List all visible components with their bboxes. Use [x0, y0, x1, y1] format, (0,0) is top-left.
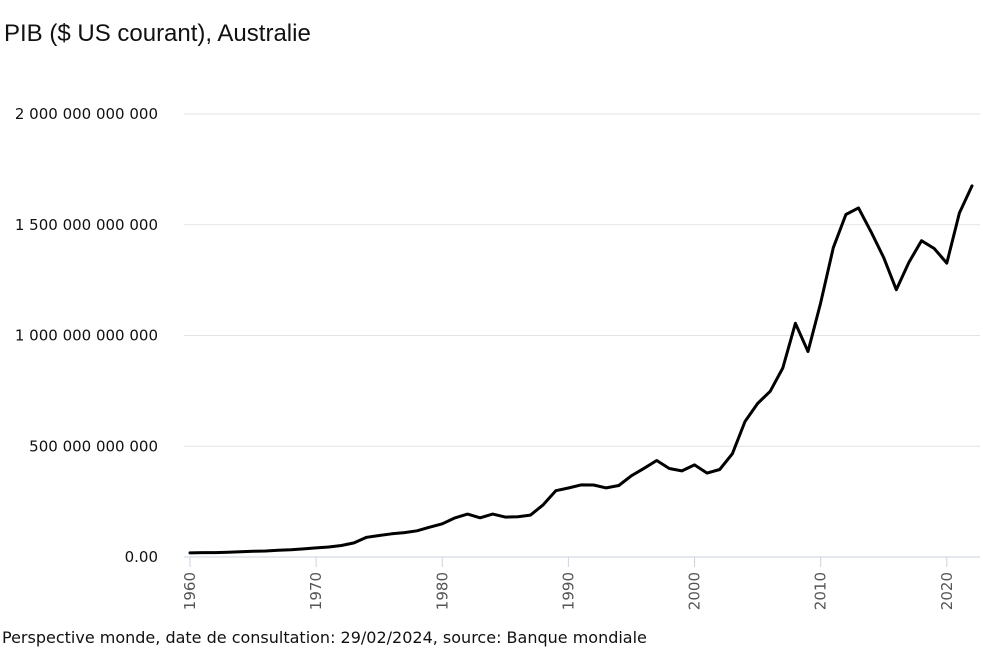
x-tick-label: 1960 [181, 572, 199, 610]
data-point [640, 464, 648, 472]
data-point [552, 487, 560, 495]
data-point [791, 319, 799, 327]
data-point [249, 547, 257, 555]
data-point [867, 228, 875, 236]
data-point [413, 527, 421, 535]
data-point [514, 513, 522, 521]
x-axis: 1960 1970 1980 1990 2000 2010 2020 [181, 556, 980, 610]
data-point [262, 547, 270, 555]
x-tick-label: 2020 [938, 572, 956, 610]
data-point [375, 531, 383, 539]
data-point [892, 286, 900, 294]
x-tick-label: 1970 [307, 572, 325, 610]
data-point [615, 481, 623, 489]
data-point [451, 514, 459, 522]
x-tick-label: 2010 [812, 572, 830, 610]
x-tick-label: 1990 [559, 572, 577, 610]
data-point [918, 237, 926, 245]
data-point [968, 182, 976, 190]
data-point [930, 245, 938, 253]
data-point [476, 514, 484, 522]
data-point [854, 204, 862, 212]
y-tick-label: 2 000 000 000 000 [15, 105, 158, 123]
data-point [678, 467, 686, 475]
data-point [653, 457, 661, 465]
y-tick-label: 500 000 000 000 [29, 437, 158, 455]
data-point [224, 548, 232, 556]
data-point [463, 510, 471, 518]
data-point [829, 244, 837, 252]
data-point [590, 481, 598, 489]
data-point [880, 254, 888, 262]
data-point [274, 546, 282, 554]
data-point [426, 523, 434, 531]
data-point [501, 513, 509, 521]
data-point [287, 546, 295, 554]
data-point [312, 544, 320, 552]
data-point [741, 417, 749, 425]
data-point [211, 549, 219, 557]
chart-title: PIB ($ US courant), Australie [4, 20, 311, 47]
data-point [577, 481, 585, 489]
data-point [955, 209, 963, 217]
data-point [388, 530, 396, 538]
data-point [627, 472, 635, 480]
data-point [199, 549, 207, 557]
data-point [539, 501, 547, 509]
series-line [188, 184, 974, 555]
y-tick-label: 0.00 [125, 548, 158, 566]
data-point [817, 299, 825, 307]
data-point [691, 461, 699, 469]
data-point [943, 259, 951, 267]
data-point [300, 545, 308, 553]
gridlines [184, 113, 980, 447]
data-point [564, 484, 572, 492]
data-point [350, 539, 358, 547]
data-point [489, 510, 497, 518]
data-point [325, 543, 333, 551]
data-point [400, 529, 408, 537]
x-tick-label: 1980 [433, 572, 451, 610]
series-group [186, 182, 976, 557]
data-point [766, 387, 774, 395]
data-point [236, 548, 244, 556]
data-point [363, 533, 371, 541]
data-point [779, 364, 787, 372]
y-axis-ticks: 0.00 500 000 000 000 1 000 000 000 000 1 50… [15, 105, 158, 566]
data-point [728, 450, 736, 458]
data-point [602, 484, 610, 492]
data-point [842, 211, 850, 219]
data-point [905, 258, 913, 266]
data-point [527, 511, 535, 519]
data-point [716, 466, 724, 474]
data-point [804, 347, 812, 355]
x-tick-label: 2000 [686, 572, 704, 610]
data-point [186, 549, 194, 557]
y-tick-label: 1 000 000 000 000 [15, 327, 158, 345]
data-point [665, 464, 673, 472]
source-footer: Perspective monde, date de consultation:… [2, 628, 647, 647]
data-point [337, 542, 345, 550]
data-point [703, 469, 711, 477]
y-tick-label: 1 500 000 000 000 [15, 216, 158, 234]
data-point [754, 400, 762, 408]
data-point [438, 520, 446, 528]
